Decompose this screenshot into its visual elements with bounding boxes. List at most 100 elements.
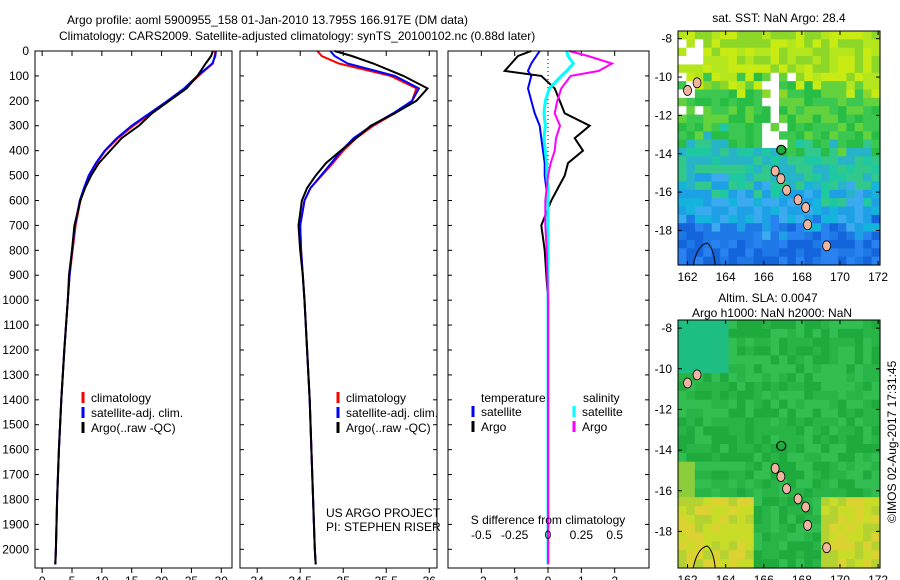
map-cell	[711, 256, 721, 266]
map-cell	[812, 364, 822, 374]
map-cell	[779, 89, 789, 99]
map-cell	[812, 31, 822, 40]
map-cell	[779, 47, 789, 57]
map-cell	[846, 81, 856, 91]
map-cell	[720, 435, 730, 445]
map-cell	[871, 239, 881, 249]
map-cell	[694, 390, 704, 401]
map-cell	[829, 214, 839, 224]
difference-line-1	[502, 50, 592, 565]
map-cell	[736, 408, 746, 419]
map-cell	[846, 541, 856, 551]
map-cell	[812, 479, 822, 489]
map-cell	[694, 488, 704, 498]
y-tick-label: 0	[22, 44, 29, 58]
map-cell	[728, 223, 738, 233]
map-cell	[837, 514, 847, 525]
map-cell	[753, 320, 763, 330]
map-cell	[854, 559, 864, 569]
y-tick-label: 1600	[2, 443, 29, 457]
map-cell	[703, 39, 713, 49]
map-cell	[854, 399, 864, 410]
map-cell	[795, 56, 805, 66]
map-cell	[728, 131, 738, 141]
map-cell	[745, 541, 755, 551]
map-cell	[678, 223, 688, 233]
map-cell	[762, 514, 772, 525]
map-cell	[678, 72, 688, 82]
map-cell	[753, 106, 763, 116]
map-cell	[678, 64, 688, 74]
map-cell	[829, 399, 839, 410]
map-cell	[863, 47, 873, 57]
map-cell	[837, 417, 847, 427]
s-diff-tick-label: 0	[545, 528, 552, 542]
map-cell	[795, 206, 805, 216]
map-cell	[711, 346, 721, 357]
map-cell	[753, 426, 763, 436]
x-tick-label: -2	[476, 574, 487, 580]
map-cell	[854, 444, 864, 454]
map-cell	[854, 408, 864, 419]
map-cell	[863, 206, 873, 216]
map-cell	[762, 122, 772, 132]
map-cell	[686, 248, 696, 258]
map-cell	[804, 444, 814, 454]
map-cell	[812, 488, 822, 498]
map-cell	[686, 97, 696, 107]
map-cell	[863, 417, 873, 427]
island	[782, 184, 792, 196]
map-cell	[871, 373, 881, 383]
map-cell	[720, 559, 730, 569]
map-cell	[779, 214, 789, 224]
map-cell	[804, 89, 814, 99]
map-cell	[711, 355, 721, 365]
map-cell	[736, 559, 746, 569]
map-cell	[770, 399, 780, 410]
map-cell	[703, 408, 713, 419]
map-cell	[736, 355, 746, 365]
map-cell	[694, 550, 704, 560]
map-cell	[720, 256, 730, 266]
map-cell	[837, 198, 847, 208]
map-cell	[795, 156, 805, 166]
map-cell	[703, 426, 713, 436]
map-cell	[728, 97, 738, 107]
map-cell	[770, 390, 780, 401]
map-cell	[703, 328, 713, 339]
map-cell	[762, 223, 772, 233]
lat-tick-label: -10	[655, 362, 673, 376]
map-cell	[678, 106, 688, 116]
map-cell	[837, 497, 847, 507]
map-cell	[711, 114, 721, 124]
map-cell	[812, 64, 822, 74]
map-cell	[770, 131, 780, 141]
map-cell	[837, 550, 847, 560]
map-cell	[863, 382, 873, 392]
map-cell	[711, 97, 721, 107]
map-cell	[863, 122, 873, 132]
map-cell	[854, 514, 864, 525]
map-cell	[804, 497, 814, 507]
map-cell	[736, 541, 746, 551]
map-cell	[711, 390, 721, 401]
map-cell	[821, 39, 831, 49]
map-cell	[871, 399, 881, 410]
map-cell	[678, 479, 688, 489]
map-cell	[846, 373, 856, 383]
map-cell	[745, 390, 755, 401]
map-cell	[745, 248, 755, 258]
map-cell	[728, 514, 738, 525]
map-cell	[829, 206, 839, 216]
map-cell	[863, 559, 873, 569]
map-cell	[854, 426, 864, 436]
map-cell	[846, 532, 856, 543]
map-cell	[745, 417, 755, 427]
map-cell	[787, 399, 797, 410]
map-cell	[795, 346, 805, 357]
map-cell	[779, 328, 789, 339]
map-cell	[762, 189, 772, 199]
map-cell	[804, 452, 814, 463]
map-cell	[829, 173, 839, 183]
map-cell	[736, 532, 746, 543]
